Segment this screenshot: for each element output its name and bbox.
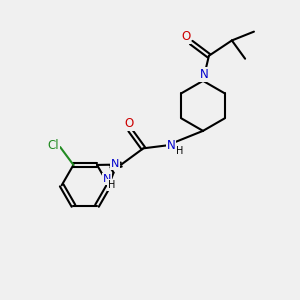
Text: Cl: Cl xyxy=(47,139,58,152)
Text: N: N xyxy=(200,68,208,81)
Text: N: N xyxy=(167,140,176,152)
Text: N: N xyxy=(111,159,119,169)
Text: O: O xyxy=(181,30,190,43)
Text: H: H xyxy=(107,180,115,190)
Text: H: H xyxy=(176,146,184,156)
Text: O: O xyxy=(125,117,134,130)
Text: N: N xyxy=(103,174,111,184)
